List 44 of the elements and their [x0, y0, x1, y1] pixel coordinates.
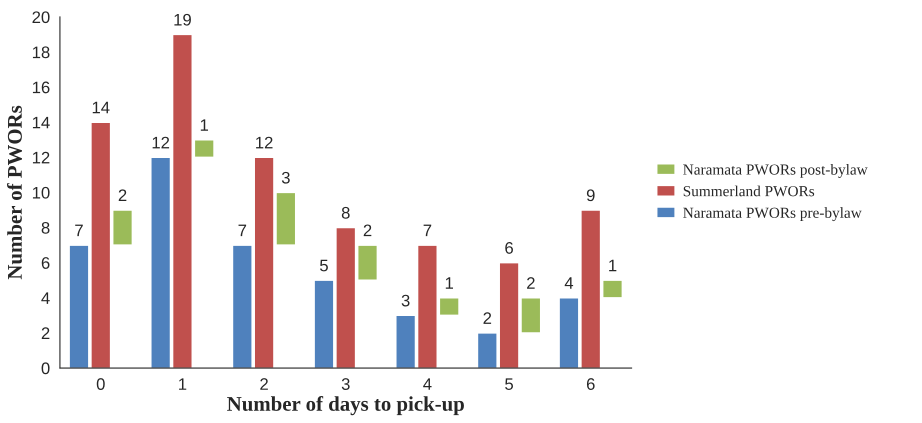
- x-tick-label: 3: [342, 378, 350, 390]
- legend-label: Naramata PWORs post-bylaw: [683, 164, 868, 178]
- y-axis-title: Number of PWORs: [7, 106, 22, 280]
- data-label: 9: [586, 189, 595, 202]
- x-tick-label: 4: [423, 378, 432, 390]
- data-label: 12: [256, 136, 273, 148]
- y-tick-label: 0: [42, 362, 50, 374]
- data-label: 3: [282, 172, 290, 184]
- x-axis-title: Number of days to pick-up: [227, 396, 464, 416]
- y-tick-label: 14: [32, 116, 50, 128]
- x-tick-label: 2: [260, 378, 268, 390]
- y-tick-label: 6: [42, 257, 50, 269]
- data-label: 6: [505, 242, 513, 254]
- data-label: 7: [238, 224, 246, 236]
- data-label: 8: [342, 206, 350, 219]
- x-tick-label: 0: [96, 378, 105, 390]
- data-label: 7: [75, 224, 83, 236]
- data-label: 12: [152, 136, 170, 148]
- y-tick-label: 10: [32, 186, 50, 199]
- data-label: 2: [527, 277, 535, 289]
- legend-label: Naramata PWORs pre-bylaw: [683, 207, 862, 222]
- x-tick-label: 1: [179, 378, 186, 390]
- y-tick-label: 18: [32, 46, 50, 58]
- y-tick-label: 4: [41, 292, 50, 304]
- data-label: 1: [200, 119, 208, 131]
- data-label: 1: [609, 260, 616, 272]
- y-tick-label: 20: [32, 11, 50, 24]
- data-label: 3: [402, 294, 410, 306]
- data-label: 2: [484, 312, 492, 324]
- x-tick-label: 5: [505, 378, 514, 390]
- data-label: 5: [320, 260, 328, 272]
- x-tick-label: 6: [586, 378, 595, 390]
- legend-label: Summerland PWORs: [684, 186, 814, 196]
- data-label: 2: [118, 189, 126, 202]
- data-label: 2: [364, 224, 372, 236]
- y-tick-label: 2: [42, 327, 50, 339]
- data-label: 19: [174, 14, 191, 26]
- data-label: 4: [564, 277, 574, 289]
- y-tick-label: 12: [32, 152, 50, 164]
- y-tick-label: 8: [42, 222, 50, 234]
- data-label: 14: [92, 102, 110, 114]
- data-label: 1: [446, 277, 454, 289]
- y-tick-label: 16: [32, 82, 50, 94]
- data-label: 7: [424, 224, 432, 236]
